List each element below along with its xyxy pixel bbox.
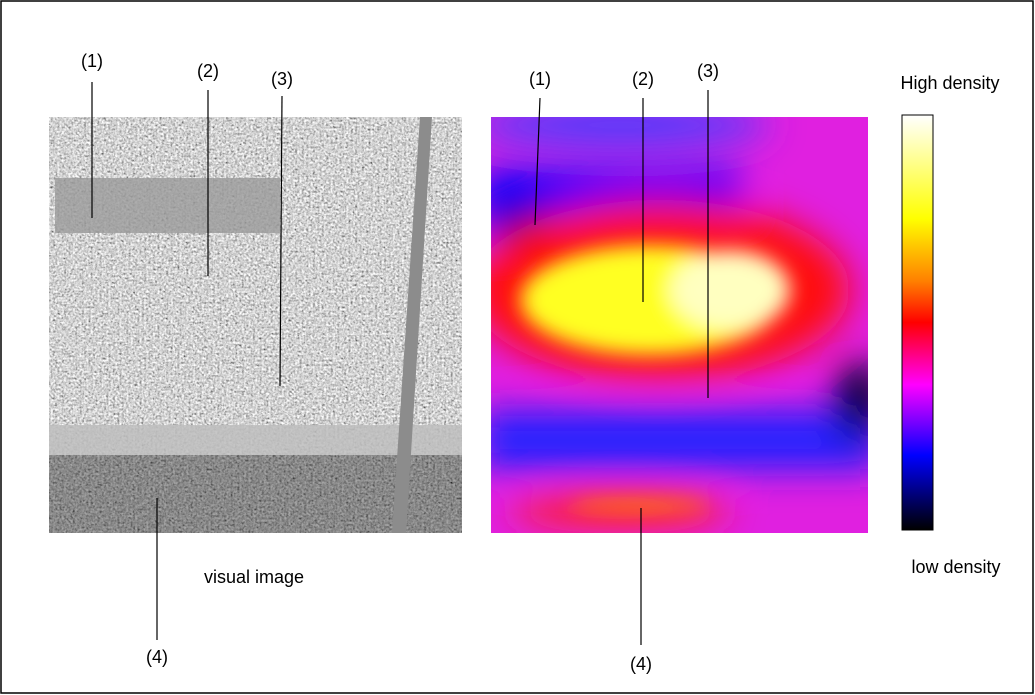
caption: visual image	[204, 567, 304, 587]
colorbar-top-label: High density	[900, 73, 999, 93]
colorbar-bottom-label: low density	[911, 557, 1000, 577]
colorbar	[902, 115, 933, 530]
marker-label: (2)	[632, 69, 654, 89]
visual-image	[49, 117, 462, 533]
marker-label: (1)	[81, 51, 103, 71]
marker-label: (3)	[697, 61, 719, 81]
marker-label: (4)	[630, 654, 652, 674]
marker-label: (3)	[271, 69, 293, 89]
marker-label: (1)	[529, 69, 551, 89]
marker-label: (2)	[197, 61, 219, 81]
marker-label: (4)	[146, 647, 168, 667]
figure: (1) (2) (3) (4) visual image (1) (2) (3)…	[0, 0, 1035, 695]
density-map	[470, 105, 885, 533]
